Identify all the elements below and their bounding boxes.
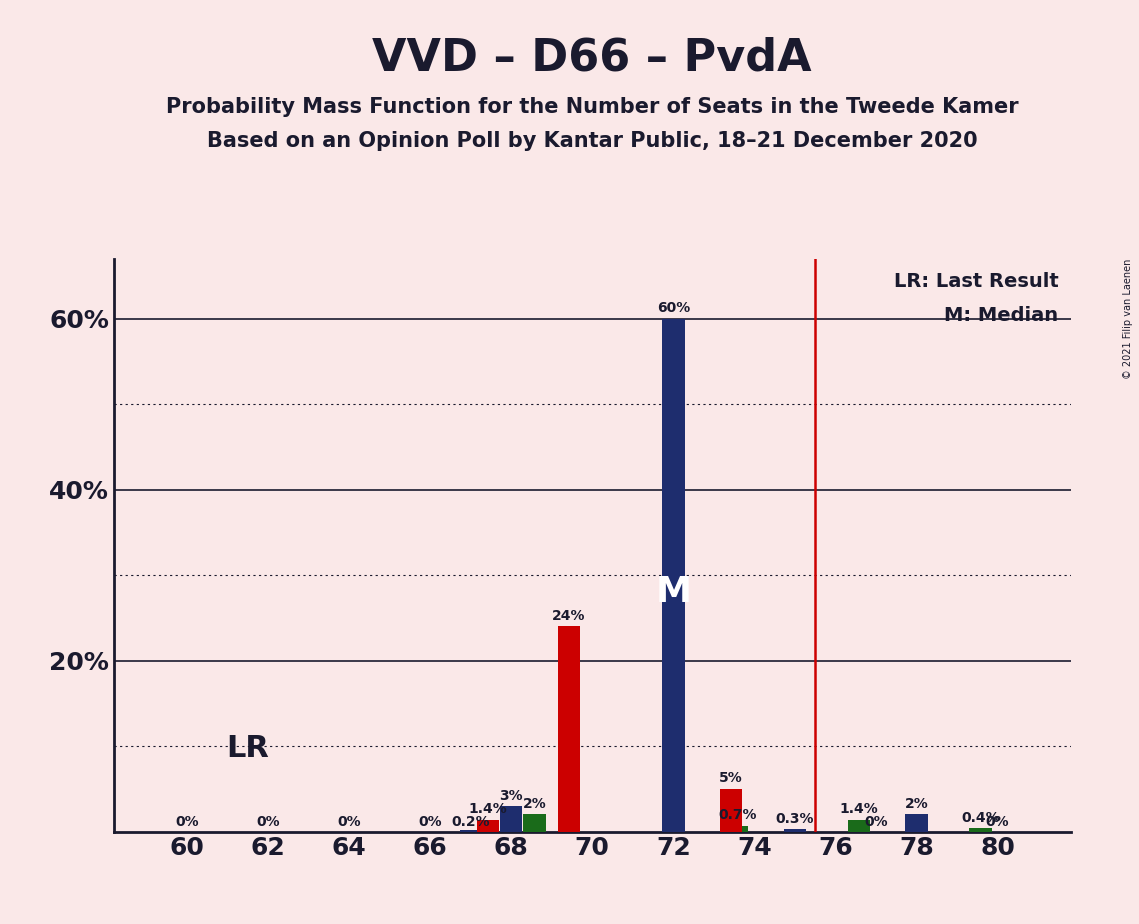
Text: VVD – D66 – PvdA: VVD – D66 – PvdA bbox=[372, 37, 812, 80]
Bar bbox=[969, 828, 992, 832]
Bar bbox=[784, 829, 806, 832]
Bar bbox=[476, 820, 499, 832]
Text: 24%: 24% bbox=[552, 609, 585, 623]
Text: LR: Last Result: LR: Last Result bbox=[894, 272, 1058, 290]
Text: Based on an Opinion Poll by Kantar Public, 18–21 December 2020: Based on an Opinion Poll by Kantar Publi… bbox=[207, 131, 977, 152]
Bar bbox=[662, 319, 685, 832]
Text: 5%: 5% bbox=[719, 772, 743, 785]
Text: 0.7%: 0.7% bbox=[718, 808, 756, 822]
Text: 60%: 60% bbox=[657, 301, 690, 315]
Text: 0.4%: 0.4% bbox=[961, 810, 1000, 825]
Text: 0.2%: 0.2% bbox=[451, 815, 490, 829]
Text: 0%: 0% bbox=[986, 815, 1009, 829]
Text: Probability Mass Function for the Number of Seats in the Tweede Kamer: Probability Mass Function for the Number… bbox=[166, 97, 1018, 117]
Bar bbox=[459, 830, 482, 832]
Text: LR: LR bbox=[227, 735, 269, 763]
Text: 3%: 3% bbox=[499, 788, 523, 803]
Text: 0%: 0% bbox=[418, 815, 442, 829]
Text: M: Median: M: Median bbox=[944, 306, 1058, 324]
Bar bbox=[524, 814, 546, 832]
Text: 2%: 2% bbox=[523, 797, 547, 811]
Bar bbox=[906, 814, 928, 832]
Bar bbox=[500, 806, 523, 832]
Bar bbox=[558, 626, 580, 832]
Text: 1.4%: 1.4% bbox=[468, 802, 507, 816]
Text: © 2021 Filip van Laenen: © 2021 Filip van Laenen bbox=[1123, 259, 1133, 379]
Text: M: M bbox=[655, 575, 691, 609]
Text: 0%: 0% bbox=[175, 815, 198, 829]
Text: 1.4%: 1.4% bbox=[839, 802, 878, 816]
Text: 2%: 2% bbox=[904, 797, 928, 811]
Bar bbox=[720, 789, 743, 832]
Text: 0%: 0% bbox=[865, 815, 888, 829]
Bar bbox=[847, 820, 870, 832]
Text: 0%: 0% bbox=[337, 815, 361, 829]
Bar bbox=[727, 826, 748, 832]
Text: 0%: 0% bbox=[256, 815, 280, 829]
Text: 0.3%: 0.3% bbox=[776, 811, 814, 826]
